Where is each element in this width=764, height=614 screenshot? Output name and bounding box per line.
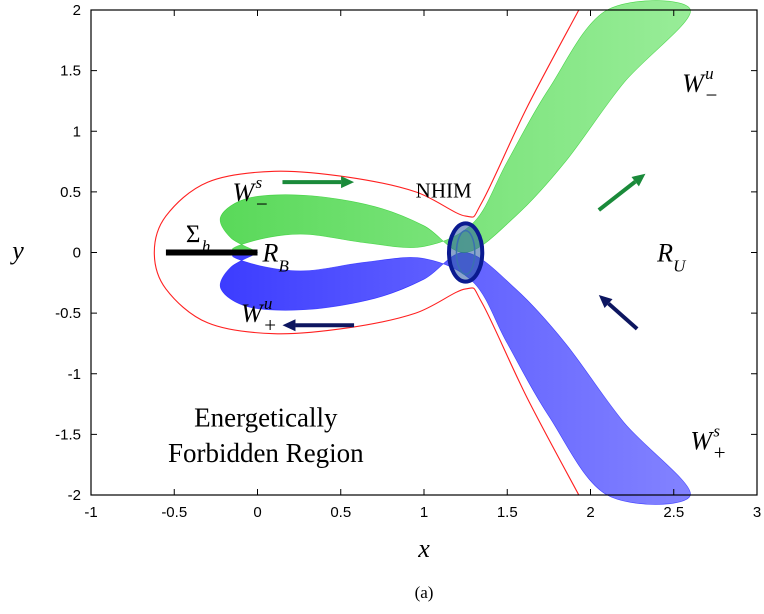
y-axis-label: y xyxy=(9,236,24,265)
x-tick-label: 2 xyxy=(586,504,594,521)
x-tick-label: 1.5 xyxy=(497,504,518,521)
arrow-w-plus-s xyxy=(598,294,639,331)
annotation-subscript: U xyxy=(673,257,687,276)
annotation-base: W xyxy=(690,426,714,455)
y-tick-label: -2 xyxy=(68,487,81,504)
y-tick-label: 2 xyxy=(73,2,81,19)
x-tick-label: -1 xyxy=(84,504,97,521)
x-tick-label: 2.5 xyxy=(663,504,684,521)
annotation-forbidden-2: Forbidden Region xyxy=(168,438,364,468)
x-tick-label: 3 xyxy=(753,504,761,521)
y-tick-label: 1 xyxy=(73,123,81,140)
x-tick-label: 0 xyxy=(253,504,261,521)
annotation-base: Σ xyxy=(186,221,201,248)
stable-manifold-w-plus-s xyxy=(219,251,691,505)
data-layer xyxy=(153,0,691,505)
zero-velocity-curve xyxy=(153,9,580,496)
y-tick-label: -1 xyxy=(68,366,81,383)
y-tick-label: -0.5 xyxy=(55,305,81,322)
annotation-base: W xyxy=(233,178,257,207)
x-axis-label: x xyxy=(417,534,430,563)
annotation-superscript: s xyxy=(256,173,263,192)
annotation-base: R xyxy=(261,239,278,268)
annotation-base: R xyxy=(656,239,673,268)
annotation-subscript: − xyxy=(255,192,269,216)
x-tick-label: 1 xyxy=(420,504,428,521)
annotation-superscript: s xyxy=(713,421,720,440)
ticks-layer: -1 -0.5 0 0.5 1 1.5 2 2.5 3 2 1.5 1 0.5 0 -0.5 -1 -1.5 -2 xyxy=(55,2,761,521)
unstable-manifold-w-minus-u xyxy=(219,0,691,254)
annotation-subscript: B xyxy=(278,257,289,276)
y-tick-label: 0 xyxy=(73,245,81,262)
annotation-subscript: + xyxy=(263,313,277,337)
x-tick-label: -0.5 xyxy=(161,504,187,521)
arrow-w-minus-s xyxy=(282,176,355,189)
caption: (a) xyxy=(415,583,434,602)
arrow-w-minus-u xyxy=(597,173,646,212)
annotation-superscript: u xyxy=(264,294,273,313)
annotation-subscript: h xyxy=(202,237,211,256)
annotation-base: W xyxy=(682,69,706,98)
annotation-base: W xyxy=(241,299,265,328)
annotation-subscript: + xyxy=(712,440,726,464)
arrow-w-plus-u xyxy=(282,319,355,332)
annotation-superscript: u xyxy=(705,64,714,83)
annotation-subscript: − xyxy=(704,83,718,107)
annotation-forbidden-1: Energetically xyxy=(194,403,338,433)
y-tick-label: 1.5 xyxy=(60,63,81,80)
x-tick-label: 0.5 xyxy=(330,504,351,521)
y-tick-label: -1.5 xyxy=(55,426,81,443)
nhim-inner-ring xyxy=(455,229,476,276)
nhim-ellipse xyxy=(446,221,485,284)
y-tick-label: 0.5 xyxy=(60,184,81,201)
annotation-nhim: NHIM xyxy=(416,178,472,202)
